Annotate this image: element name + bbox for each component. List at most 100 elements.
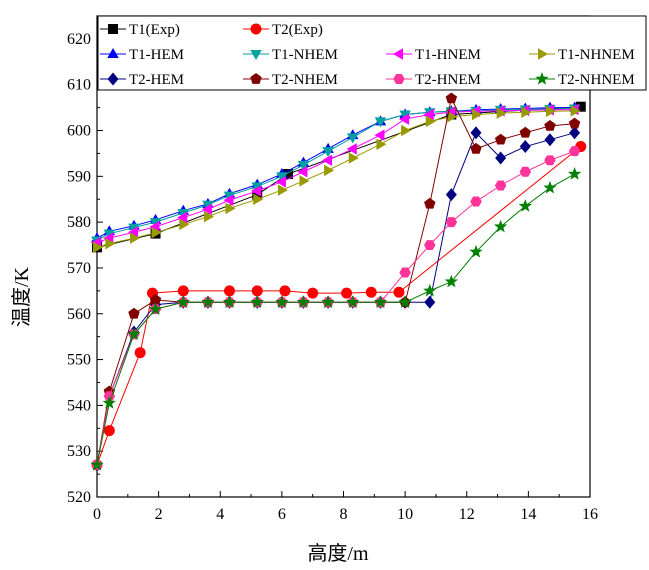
y-tick-label: 590 bbox=[67, 168, 91, 185]
data-point bbox=[151, 226, 162, 239]
y-tick-label: 560 bbox=[67, 306, 91, 323]
data-point bbox=[202, 200, 214, 211]
data-point bbox=[93, 241, 103, 254]
data-point bbox=[570, 105, 581, 117]
data-point bbox=[307, 287, 319, 299]
legend-item: T2-NHNEM bbox=[529, 72, 635, 88]
data-point bbox=[322, 147, 334, 158]
data-point bbox=[399, 110, 411, 121]
series-layer bbox=[90, 92, 587, 472]
data-point bbox=[322, 154, 333, 167]
y-tick-label: 580 bbox=[67, 214, 91, 231]
data-point bbox=[103, 425, 115, 437]
data-point bbox=[494, 180, 507, 191]
data-point bbox=[251, 182, 263, 193]
series-T2-HNEM bbox=[91, 146, 581, 470]
data-point bbox=[424, 197, 436, 209]
data-point bbox=[102, 396, 116, 409]
data-point bbox=[222, 295, 237, 308]
data-point bbox=[103, 229, 116, 240]
data-point bbox=[470, 142, 482, 154]
legend-marker bbox=[250, 23, 262, 35]
y-tick-label: 520 bbox=[67, 489, 91, 506]
data-point bbox=[569, 126, 581, 140]
y-tick-label: 530 bbox=[67, 443, 91, 460]
legend-item: T2-NHEM bbox=[243, 72, 338, 88]
legend-label: T2(Exp) bbox=[272, 22, 323, 38]
legend-marker bbox=[393, 48, 403, 60]
data-point bbox=[321, 295, 335, 308]
data-point bbox=[399, 267, 411, 278]
data-point bbox=[496, 107, 507, 119]
legend: T1(Exp) T2(Exp) T1-HEM T1-NHEM T1-HNEM T1-NHN… bbox=[97, 15, 647, 91]
data-point bbox=[297, 166, 308, 178]
series-T1-NHNEM bbox=[93, 105, 581, 254]
y-tick-label: 550 bbox=[67, 352, 91, 369]
data-point bbox=[567, 167, 582, 180]
data-point bbox=[423, 108, 434, 121]
legend-label: T1-HNEM bbox=[415, 47, 481, 63]
data-point bbox=[470, 196, 482, 207]
series-line bbox=[96, 107, 575, 239]
y-tick-label: 610 bbox=[67, 77, 91, 94]
data-point bbox=[253, 193, 264, 205]
data-point bbox=[149, 218, 162, 229]
data-point bbox=[519, 126, 531, 138]
data-point bbox=[296, 295, 311, 308]
legend-label: T2-NHNEM bbox=[558, 72, 635, 88]
data-point bbox=[346, 143, 357, 155]
data-point bbox=[177, 208, 190, 219]
legend-label: T1-NHNEM bbox=[558, 47, 635, 63]
legend-marker bbox=[107, 48, 119, 58]
series-line bbox=[96, 96, 575, 466]
legend-marker bbox=[107, 72, 119, 86]
data-point bbox=[177, 285, 189, 297]
data-point bbox=[545, 105, 556, 118]
legend-label: T2-HNEM bbox=[415, 72, 481, 88]
data-point bbox=[568, 146, 581, 157]
data-point bbox=[543, 180, 557, 194]
legend-item: T2-HEM bbox=[100, 72, 184, 88]
legend-label: T1-NHEM bbox=[272, 47, 338, 63]
x-tick-label: 6 bbox=[278, 506, 286, 523]
series-T2(Exp) bbox=[91, 141, 587, 471]
data-point bbox=[176, 295, 190, 308]
data-point bbox=[519, 140, 531, 154]
data-point bbox=[275, 176, 286, 188]
data-point bbox=[444, 274, 458, 288]
data-point bbox=[398, 295, 412, 308]
y-tick-label: 540 bbox=[67, 397, 91, 414]
data-point bbox=[373, 295, 388, 308]
legend-item: T2(Exp) bbox=[243, 22, 323, 38]
data-point bbox=[297, 160, 310, 171]
legend-marker bbox=[250, 73, 262, 84]
legend-marker bbox=[393, 74, 405, 84]
data-point bbox=[445, 217, 458, 228]
legend-marker bbox=[538, 48, 548, 60]
y-tick-label: 620 bbox=[67, 31, 91, 48]
data-point bbox=[223, 285, 235, 297]
data-point bbox=[341, 287, 353, 299]
x-tick-label: 12 bbox=[459, 506, 475, 523]
data-point bbox=[201, 295, 215, 308]
data-point bbox=[105, 237, 116, 250]
series-T2-NHEM bbox=[91, 92, 581, 470]
data-point bbox=[471, 108, 482, 121]
data-point bbox=[346, 295, 360, 308]
data-point bbox=[103, 232, 114, 244]
data-point bbox=[279, 285, 291, 297]
data-point bbox=[445, 188, 457, 202]
data-point bbox=[223, 194, 234, 206]
data-point bbox=[374, 129, 385, 141]
data-point bbox=[128, 223, 140, 234]
data-point bbox=[423, 283, 437, 297]
plot-area: 0 2 4 6 8 10 12 14 16 520 530 540 550 560 570 580 590 60… bbox=[67, 15, 598, 523]
data-point bbox=[495, 151, 507, 165]
data-point bbox=[127, 226, 138, 238]
series-T1-HNEM bbox=[91, 103, 579, 249]
data-point bbox=[470, 126, 482, 140]
series-T2-HEM bbox=[91, 126, 581, 472]
data-point bbox=[425, 115, 436, 128]
legend-label: T2-NHEM bbox=[272, 72, 338, 88]
